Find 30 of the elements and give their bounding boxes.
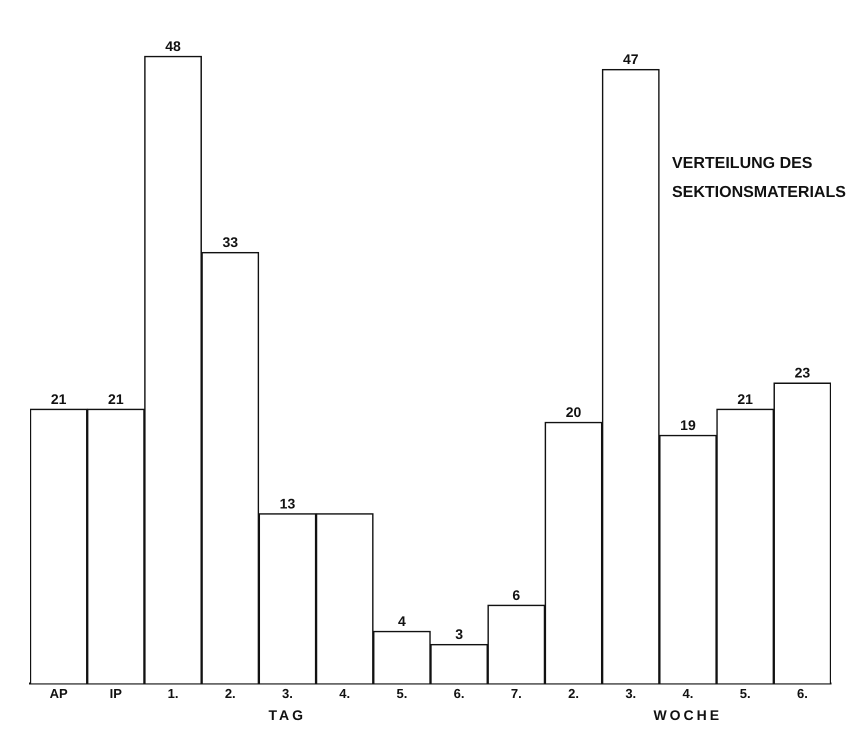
x-tick-label: 7. [510,686,522,701]
x-tick-label: 2. [224,686,236,701]
data-label: 6 [512,586,520,603]
x-tick-label: 3. [282,686,293,701]
x-tick-label: 3. [625,686,636,701]
data-label: 19 [680,416,696,433]
x-tick-label: 2. [568,686,579,701]
data-label: 3 [455,626,464,642]
data-label: 48 [165,38,182,54]
data-label: 20 [566,404,582,420]
data-label: 33 [222,234,238,250]
x-tick-label: AP [50,686,68,701]
x-tick-label: 4. [682,686,694,701]
x-tick-label: 6. [796,686,808,701]
x-tick-label: IP [110,686,122,701]
x-tick-label: 6. [454,686,465,701]
data-label: 21 [737,390,754,407]
data-label: 21 [108,390,124,407]
text: WOCHE [653,707,722,724]
data-label: 23 [794,364,810,381]
x-tick-label: 1. [168,686,178,701]
text: TAG [268,707,306,724]
x-tick-label: 5. [740,686,751,701]
text: VERTEILUNG DES SEKTIONSMATERIALS [672,154,847,203]
data-label: 21 [50,390,67,407]
data-label: 47 [622,51,639,68]
data-label: 4 [398,612,406,629]
x-tick-label: 5. [396,686,408,701]
x-tick-label: 4. [339,686,350,701]
data-label: 13 [280,495,296,512]
